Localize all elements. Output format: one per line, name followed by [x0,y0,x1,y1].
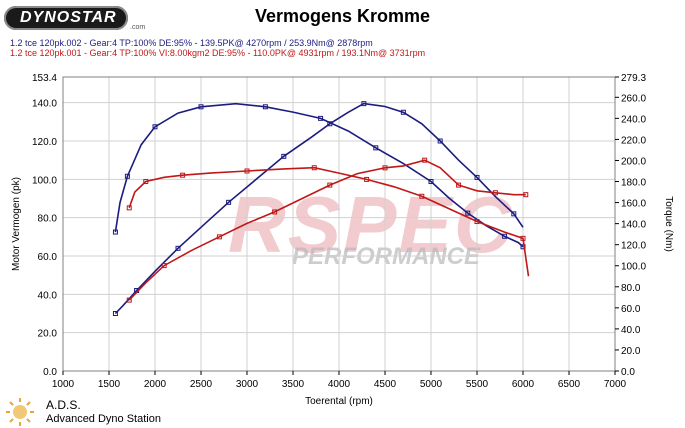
data-point [216,234,222,240]
data-point [126,205,132,211]
x-tick-label: 6000 [512,379,535,390]
data-point [272,209,278,215]
x-tick-label: 3000 [236,379,259,390]
dynostar-logo: DYNOSTAR [4,6,128,30]
data-point [419,193,425,199]
y-left-axis-label: Motor Vermogen (pk) [11,177,22,271]
dynostar-logo-text: DYNOSTAR [20,9,117,26]
data-point [318,115,324,121]
x-tick-label: 1500 [98,379,121,390]
footer-name: A.D.S. [46,398,81,412]
data-point [112,229,118,235]
y-left-tick-label: 20.0 [38,329,58,340]
data-point [465,210,471,216]
y-right-tick-label: 100.0 [621,262,646,273]
data-point [382,165,388,171]
data-point [198,104,204,110]
data-point [474,219,480,225]
x-axis-label: Toerental (rpm) [305,396,373,407]
y-right-tick-label: 60.0 [621,304,641,315]
y-right-tick-label: 0.0 [621,367,635,378]
y-left-tick-label: 153.4 [32,73,57,84]
y-left-tick-label: 120.0 [32,137,57,148]
data-point [361,101,367,107]
y-right-tick-label: 180.0 [621,178,646,189]
data-point [437,138,443,144]
y-right-tick-label: 160.0 [621,199,646,210]
x-tick-label: 5500 [466,379,489,390]
data-point [262,104,268,110]
series-line [128,166,530,277]
y-right-tick-label: 260.0 [621,93,646,104]
data-point [422,157,428,163]
data-point [327,182,333,188]
y-right-tick-label: 200.0 [621,156,646,167]
data-point [520,235,526,241]
x-tick-label: 2000 [144,379,167,390]
watermark-brand: RSPEC [228,180,514,269]
series-3 [126,157,529,303]
x-tick-label: 6500 [558,379,581,390]
data-point [523,192,529,198]
data-point [492,190,498,196]
y-right-tick-label: 40.0 [621,325,641,336]
y-right-tick-label: 140.0 [621,220,646,231]
chart-title: Vermogens Kromme [254,6,431,26]
x-tick-label: 3500 [282,379,305,390]
data-point [428,179,434,185]
data-point [244,168,250,174]
y-left-tick-label: 0.0 [43,367,57,378]
data-point [281,153,287,159]
data-point [124,173,130,179]
dynostar-logo-suffix: .com [130,24,146,31]
x-tick-label: 4500 [374,379,397,390]
series-2 [112,102,526,250]
x-tick-label: 4000 [328,379,351,390]
legend-run-001: 1.2 tce 120pk.001 - Gear:4 TP:100% VI:8.… [10,48,426,58]
data-point [143,179,149,185]
y-left-tick-label: 60.0 [38,252,58,263]
y-right-tick-label: 240.0 [621,114,646,125]
ads-sun-icon [6,398,34,426]
series-line [114,102,524,248]
data-point [474,174,480,180]
data-point [502,233,508,239]
grid [62,76,616,372]
data-point [364,176,370,182]
data-point [456,182,462,188]
y-right-tick-label: 279.3 [621,73,646,84]
data-point [112,311,118,317]
x-tick-label: 2500 [190,379,213,390]
data-point [311,165,317,171]
series-line [114,102,524,315]
y-left-tick-label: 40.0 [38,290,58,301]
data-point [400,109,406,115]
series-line [128,159,526,301]
data-point [180,172,186,178]
data-point [511,211,517,217]
x-tick-label: 7000 [604,379,627,390]
data-point [126,297,132,303]
y-right-tick-label: 220.0 [621,135,646,146]
y-left-tick-label: 140.0 [32,99,57,110]
y-right-axis-label: Torque (Nm) [663,196,674,252]
data-point [373,145,379,151]
y-right-tick-label: 80.0 [621,283,641,294]
x-tick-label: 1000 [52,379,75,390]
y-left-tick-label: 80.0 [38,214,58,225]
footer-subtitle: Advanced Dyno Station [46,413,161,425]
data-point [175,245,181,251]
y-right-tick-label: 20.0 [621,346,641,357]
y-right-tick-label: 120.0 [621,241,646,252]
y-left-tick-label: 100.0 [32,175,57,186]
data-point [152,124,158,130]
data-point [226,199,232,205]
legend-run-002: 1.2 tce 120pk.002 - Gear:4 TP:100% DE:95… [10,38,373,48]
series-4 [126,165,530,277]
x-tick-label: 5000 [420,379,443,390]
data-point [161,263,167,269]
